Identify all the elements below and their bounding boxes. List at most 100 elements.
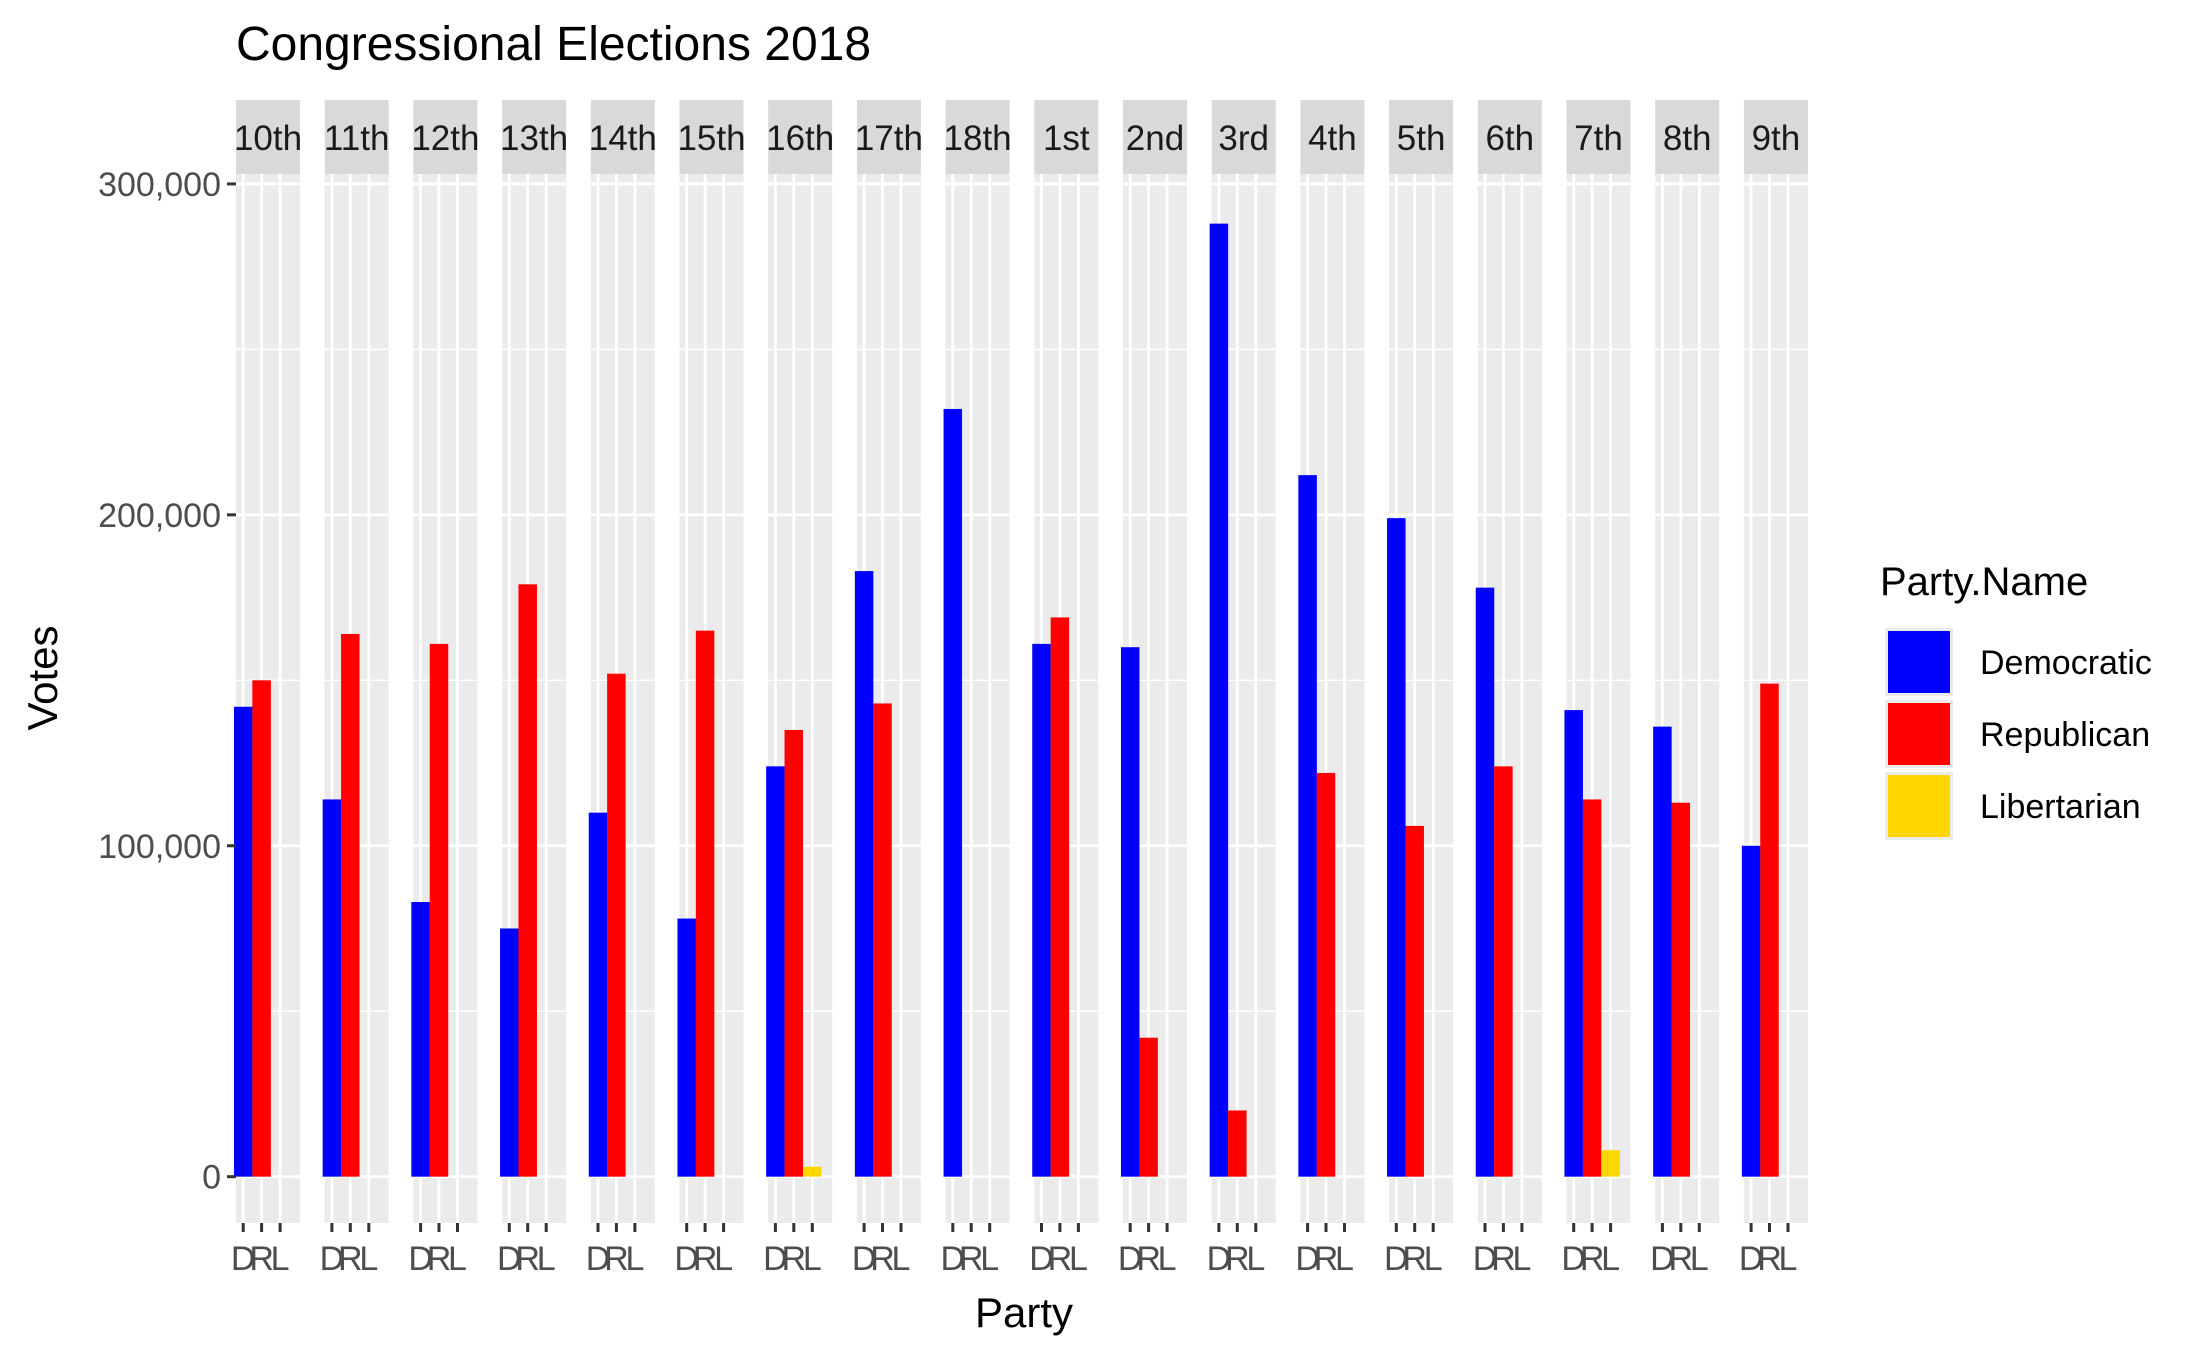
facet-panel-12th: 12th DRL xyxy=(408,100,479,1278)
x-tick-label: L xyxy=(803,1240,822,1278)
facet-panel-14th: 14th DRL xyxy=(586,100,657,1278)
y-tick-label: 0 xyxy=(202,1159,221,1197)
x-tick-label: D xyxy=(1118,1240,1143,1278)
facet-strip-label: 12th xyxy=(411,119,479,158)
bar-1st-democratic xyxy=(1032,643,1051,1177)
bar-11th-democratic xyxy=(322,799,342,1177)
x-tick-label: R xyxy=(338,1240,363,1278)
legend-label-libertarian: Libertarian xyxy=(1980,788,2141,826)
bar-8th-democratic xyxy=(1653,726,1672,1177)
facet-strip xyxy=(856,100,921,174)
bar-17th-democratic xyxy=(854,571,874,1177)
bar-4th-republican xyxy=(1316,772,1336,1177)
facet-strip-label: 11th xyxy=(324,119,390,158)
facet-panel-15th: 15th DRL xyxy=(674,100,746,1278)
x-tick-label: R xyxy=(693,1240,718,1278)
bar-5th-republican xyxy=(1405,825,1424,1177)
facet-strip-label: 3rd xyxy=(1218,119,1269,158)
x-tick-label: L xyxy=(448,1240,467,1278)
bar-14th-democratic xyxy=(588,812,608,1177)
x-tick-label: D xyxy=(1384,1240,1409,1278)
bar-6th-republican xyxy=(1494,766,1513,1177)
x-tick-label: L xyxy=(892,1240,911,1278)
bar-13th-democratic xyxy=(500,928,519,1177)
facet-strip xyxy=(1123,100,1187,174)
bar-3rd-republican xyxy=(1228,1110,1247,1177)
facet-panel-2nd: 2nd DRL xyxy=(1118,100,1187,1278)
x-axis-title: Party xyxy=(975,1289,1073,1336)
facet-strip xyxy=(236,100,300,174)
facet-strip-label: 16th xyxy=(766,119,834,158)
legend-swatch-democratic xyxy=(1888,631,1950,693)
x-tick-label: R xyxy=(1136,1240,1161,1278)
facet-strip xyxy=(413,100,478,174)
x-tick-label: D xyxy=(1473,1240,1498,1278)
facet-strip-label: 1st xyxy=(1043,119,1090,158)
bar-10th-republican xyxy=(252,680,271,1177)
x-tick-label: L xyxy=(1779,1240,1798,1278)
y-tick-label: 200,000 xyxy=(98,497,221,535)
x-tick-label: R xyxy=(870,1240,895,1278)
x-tick-label: R xyxy=(1402,1240,1427,1278)
bar-16th-republican xyxy=(784,729,804,1177)
x-tick-label: R xyxy=(427,1240,452,1278)
x-tick-label: D xyxy=(852,1240,877,1278)
x-tick-label: R xyxy=(249,1240,274,1278)
x-tick-label: L xyxy=(1601,1240,1620,1278)
facet-strip xyxy=(945,100,1010,174)
facet-strip xyxy=(1211,100,1276,174)
facet-panel-13th: 13th DRL xyxy=(497,100,568,1278)
bar-11th-republican xyxy=(341,633,360,1177)
bar-10th-democratic xyxy=(233,706,253,1177)
x-tick-label: L xyxy=(271,1240,290,1278)
legend-swatch-republican xyxy=(1888,703,1950,765)
x-tick-label: D xyxy=(674,1240,699,1278)
x-tick-label: L xyxy=(537,1240,556,1278)
x-tick-label: L xyxy=(1246,1240,1265,1278)
bar-1st-republican xyxy=(1050,617,1070,1177)
x-tick-label: R xyxy=(1580,1240,1605,1278)
bar-12th-republican xyxy=(429,643,449,1177)
x-tick-label: R xyxy=(1757,1240,1782,1278)
facet-strip xyxy=(1566,100,1631,174)
facet-panel-8th: 8th DRL xyxy=(1650,100,1720,1278)
facet-strip-label: 6th xyxy=(1485,119,1534,158)
x-tick-label: L xyxy=(359,1240,378,1278)
bar-18th-democratic xyxy=(943,408,963,1177)
x-tick-label: D xyxy=(497,1240,522,1278)
x-tick-label: D xyxy=(1650,1240,1675,1278)
facet-strip-label: 14th xyxy=(589,119,657,158)
facet-panel-3rd: 3rd DRL xyxy=(1207,100,1276,1278)
facet-panel-5th: 5th DRL xyxy=(1384,100,1454,1278)
facet-panel-7th: 7th DRL xyxy=(1561,100,1631,1278)
x-tick-label: D xyxy=(1561,1240,1586,1278)
x-tick-label: R xyxy=(1669,1240,1694,1278)
x-tick-label: D xyxy=(1029,1240,1054,1278)
y-axis: 0 100,000 200,000 300,000 xyxy=(98,166,236,1197)
facet-panel-17th: 17th DRL xyxy=(852,100,923,1278)
x-tick-label: R xyxy=(604,1240,629,1278)
bar-2nd-democratic xyxy=(1120,647,1140,1177)
facet-panel-9th: 9th DRL xyxy=(1739,100,1808,1278)
x-tick-label: L xyxy=(1424,1240,1443,1278)
bar-16th-libertarian xyxy=(803,1166,822,1177)
facet-strip xyxy=(679,100,744,174)
x-tick-label: D xyxy=(408,1240,433,1278)
legend-label-republican: Republican xyxy=(1980,716,2150,754)
bar-15th-republican xyxy=(695,630,715,1177)
facet-panel-6th: 6th DRL xyxy=(1473,100,1542,1278)
x-tick-label: L xyxy=(1069,1240,1088,1278)
x-tick-label: L xyxy=(1158,1240,1177,1278)
facet-strip xyxy=(1477,100,1542,174)
x-tick-label: D xyxy=(763,1240,788,1278)
x-tick-label: L xyxy=(980,1240,999,1278)
x-tick-label: R xyxy=(1491,1240,1516,1278)
facet-panel-4th: 4th DRL xyxy=(1295,100,1365,1278)
facet-strip-label: 2nd xyxy=(1126,119,1184,158)
bar-13th-republican xyxy=(518,584,537,1177)
facet-panel-18th: 18th DRL xyxy=(941,100,1012,1278)
facet-strip-label: 4th xyxy=(1308,119,1357,158)
facet-strip xyxy=(1300,100,1365,174)
facet-strip xyxy=(1743,100,1808,174)
